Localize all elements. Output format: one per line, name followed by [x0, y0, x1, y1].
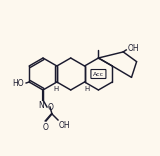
Text: OH: OH: [59, 121, 71, 130]
Text: H: H: [53, 86, 59, 92]
Text: O: O: [48, 102, 54, 112]
Text: N: N: [38, 101, 44, 110]
Text: O: O: [43, 123, 49, 132]
FancyBboxPatch shape: [91, 70, 106, 78]
Text: Acc: Acc: [93, 71, 104, 76]
Text: H: H: [84, 86, 89, 92]
Text: OH: OH: [127, 44, 139, 53]
Text: HO: HO: [12, 80, 24, 88]
